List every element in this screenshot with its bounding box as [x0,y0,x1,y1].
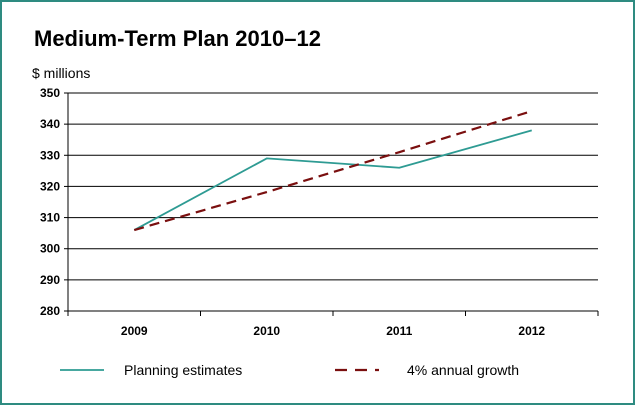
x-tick-label: 2011 [386,324,412,338]
x-tick-label: 2010 [253,324,280,338]
x-tick-label: 2009 [121,324,148,338]
y-tick-label: 320 [40,179,60,193]
y-axis-label: $ millions [32,65,91,81]
axes [64,92,599,316]
series-line-2 [133,110,533,232]
y-tick-label: 280 [40,304,60,318]
y-tick-labels: 280 290 300 310 320 330 340 350 [40,86,60,318]
y-tick-label: 350 [40,86,60,100]
y-tick-label: 340 [40,117,60,131]
series-line-1 [133,129,532,231]
grid-lines [68,92,598,312]
legend-label-1: Planning estimates [124,362,242,378]
y-tick-label: 330 [40,148,60,162]
legend-label-2: 4% annual growth [407,362,519,378]
y-tick-label: 290 [40,273,60,287]
series-lines [133,110,533,232]
y-tick-label: 300 [40,242,60,256]
y-tick-label: 310 [40,211,60,225]
legend: Planning estimates 4% annual growth [60,362,519,378]
x-tick-labels: 2009 2010 2011 2012 [121,324,546,338]
x-tick-label: 2012 [518,324,545,338]
chart-title: Medium-Term Plan 2010–12 [34,26,321,51]
